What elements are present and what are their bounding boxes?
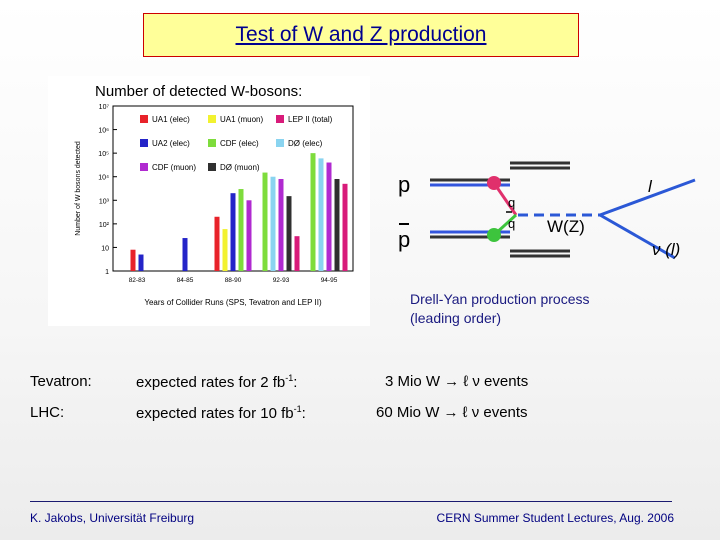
antiproton-vertex — [487, 228, 501, 242]
legend-swatch — [140, 139, 148, 147]
legend-label: LEP II (total) — [288, 115, 333, 124]
lhc-rate-text: expected rates for 10 fb — [136, 405, 294, 422]
tevatron-rate-exponent: -1 — [285, 373, 294, 383]
legend-label: CDF (elec) — [220, 139, 259, 148]
diagram-caption: Drell-Yan production process (leading or… — [410, 290, 590, 328]
legend-label: CDF (muon) — [152, 163, 196, 172]
tevatron-rate-colon: : — [293, 374, 298, 391]
bar — [230, 193, 236, 271]
drell-yan-diagram: p p q q W(Z) l ν (l) — [398, 161, 696, 260]
x-tick-label: 88-90 — [225, 277, 242, 284]
bar — [334, 178, 340, 271]
lhc-rate-value: 60 Mio W → ℓ ν events — [376, 404, 528, 421]
antiquark-label: q — [508, 216, 515, 231]
y-tick-label: 10⁷ — [99, 104, 110, 111]
quark-label: q — [508, 195, 515, 210]
legend-swatch — [208, 139, 216, 147]
legend-label: DØ (muon) — [220, 163, 260, 172]
caption-line-2: (leading order) — [410, 310, 502, 326]
lhc-rate-colon: : — [301, 405, 306, 422]
x-tick-label: 82-83 — [129, 277, 146, 284]
legend-label: UA1 (elec) — [152, 115, 190, 124]
legend-swatch — [208, 115, 216, 123]
x-axis-label: Years of Collider Runs (SPS, Tevatron an… — [144, 298, 322, 307]
bar — [286, 196, 292, 271]
bar — [262, 172, 268, 271]
caption-line-1: Drell-Yan production process — [410, 291, 590, 307]
bar — [214, 216, 220, 271]
bar — [222, 229, 228, 271]
antiproton-label: p — [398, 227, 410, 252]
bar — [238, 189, 244, 271]
bar — [318, 158, 324, 271]
y-tick-label: 10³ — [99, 198, 110, 205]
bar — [246, 200, 252, 271]
tevatron-rate-text: expected rates for 2 fb — [136, 374, 286, 391]
boson-label: W(Z) — [547, 217, 585, 236]
y-tick-label: 10² — [99, 222, 110, 229]
bar — [342, 183, 348, 271]
y-tick-label: 10⁵ — [98, 151, 109, 158]
proton-vertex — [487, 176, 501, 190]
y-tick-label: 1 — [105, 269, 109, 276]
bar — [310, 153, 316, 271]
legend-swatch — [276, 115, 284, 123]
tevatron-machine: Tevatron: — [30, 373, 92, 390]
bar — [294, 236, 300, 271]
bar — [270, 176, 276, 271]
w-boson-chart-panel: 1 10 10² 10³ 10⁴ 10⁵ 10⁶ 10⁷ Number of W bosons … — [48, 76, 370, 326]
legend-label: UA1 (muon) — [220, 115, 263, 124]
bar — [182, 238, 188, 271]
neutrino-label: ν (l) — [652, 240, 680, 259]
lhc-rate-label: expected rates for 10 fb-1: — [136, 404, 306, 422]
x-tick-label: 84-85 — [177, 277, 194, 284]
bar — [278, 178, 284, 271]
lhc-rate-exponent: -1 — [293, 404, 302, 414]
legend-label: UA2 (elec) — [152, 139, 190, 148]
bar — [130, 249, 136, 271]
w-boson-chart: 1 10 10² 10³ 10⁴ 10⁵ 10⁶ 10⁷ Number of W bosons … — [75, 104, 354, 307]
lepton-line — [599, 178, 696, 217]
legend-swatch — [208, 163, 216, 171]
y-tick-label: 10⁴ — [98, 175, 109, 182]
y-tick-label: 10 — [101, 245, 109, 252]
tevatron-rate-value: 3 Mio W → ℓ ν events — [385, 373, 529, 390]
legend-swatch — [276, 139, 284, 147]
footer-rule — [30, 501, 672, 502]
lepton-label: l — [648, 177, 653, 196]
bar — [138, 254, 144, 271]
tevatron-rate-label: expected rates for 2 fb-1: — [136, 373, 297, 391]
legend-label: DØ (elec) — [288, 139, 323, 148]
bar — [326, 162, 332, 271]
legend-swatch — [140, 163, 148, 171]
slide-title: Test of W and Z production — [235, 23, 487, 46]
footer-author: K. Jakobs, Universität Freiburg — [30, 511, 195, 525]
neutrino-line — [599, 213, 676, 260]
lhc-machine: LHC: — [30, 404, 65, 421]
title-box: Test of W and Z production — [143, 13, 579, 57]
proton-label: p — [398, 172, 410, 197]
footer-event: CERN Summer Student Lectures, Aug. 2006 — [436, 511, 674, 525]
chart-heading: Number of detected W-bosons: — [95, 83, 303, 100]
y-axis-label: Number of W bosons detected — [75, 141, 82, 236]
y-tick-label: 10⁶ — [98, 128, 109, 135]
x-tick-label: 94-95 — [321, 277, 338, 284]
x-tick-label: 92-93 — [273, 277, 290, 284]
legend-swatch — [140, 115, 148, 123]
